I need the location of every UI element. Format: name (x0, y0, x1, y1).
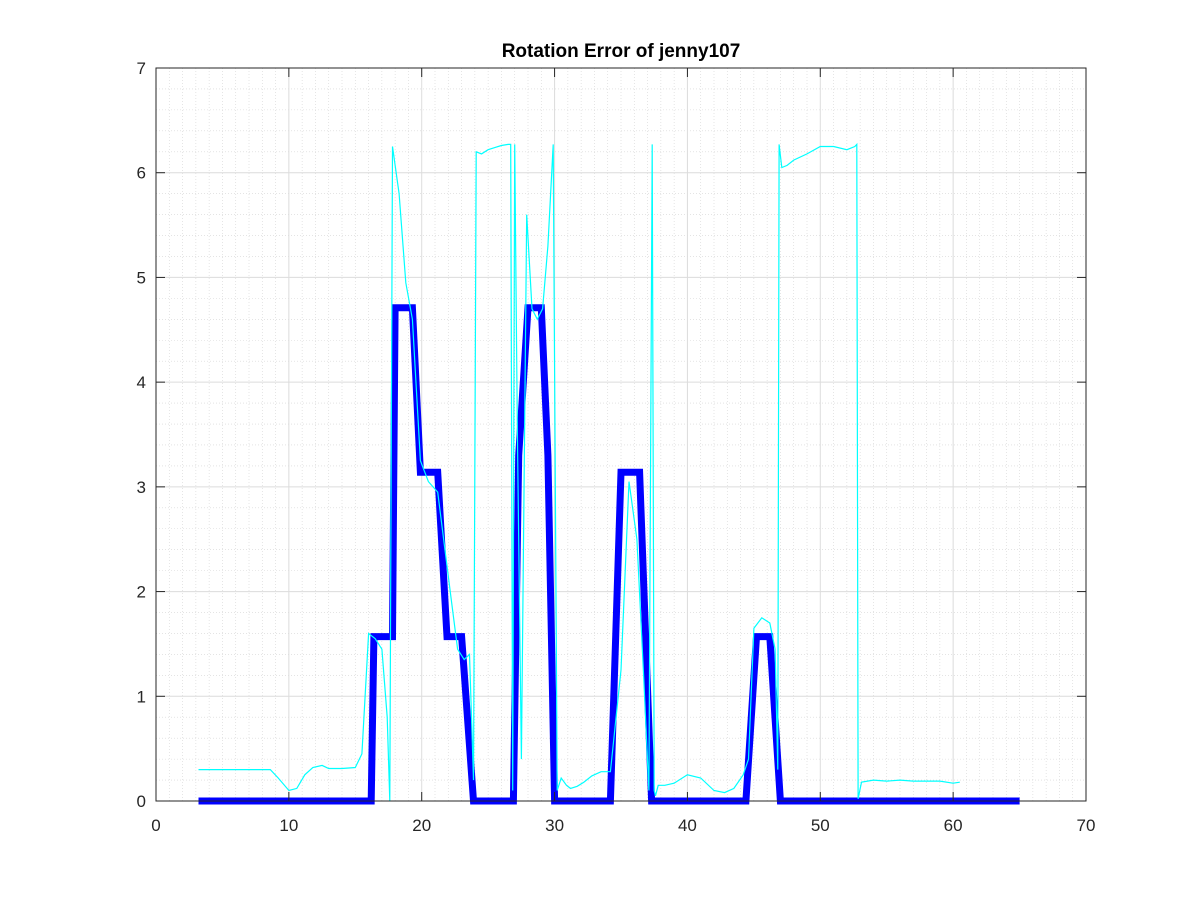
x-tick-label: 30 (545, 816, 564, 835)
x-tick-label: 0 (151, 816, 160, 835)
axis-ticks (155, 67, 1087, 802)
x-tick-label: 60 (944, 816, 963, 835)
y-tick-label: 4 (137, 373, 146, 392)
y-tick-labels: 0 1 2 3 4 5 6 7 (137, 59, 146, 811)
plot-frame (155, 67, 1087, 802)
y-tick-label: 3 (137, 478, 146, 497)
y-tick-label: 5 (137, 268, 146, 287)
x-tick-labels: 0 10 20 30 40 50 60 70 (151, 816, 1095, 835)
chart-title: Rotation Error of jenny107 (502, 41, 741, 62)
y-tick-label: 7 (137, 59, 146, 78)
y-tick-label: 1 (137, 687, 146, 706)
x-tick-label: 10 (279, 816, 298, 835)
y-tick-label: 6 (137, 164, 146, 183)
x-tick-label: 40 (678, 816, 697, 835)
minor-grid (156, 68, 1086, 801)
x-tick-label: 50 (811, 816, 830, 835)
y-tick-label: 0 (137, 792, 146, 811)
x-tick-label: 20 (412, 816, 431, 835)
x-tick-label: 70 (1077, 816, 1096, 835)
series-line-2 (198, 142, 960, 802)
y-tick-label: 2 (137, 583, 146, 602)
